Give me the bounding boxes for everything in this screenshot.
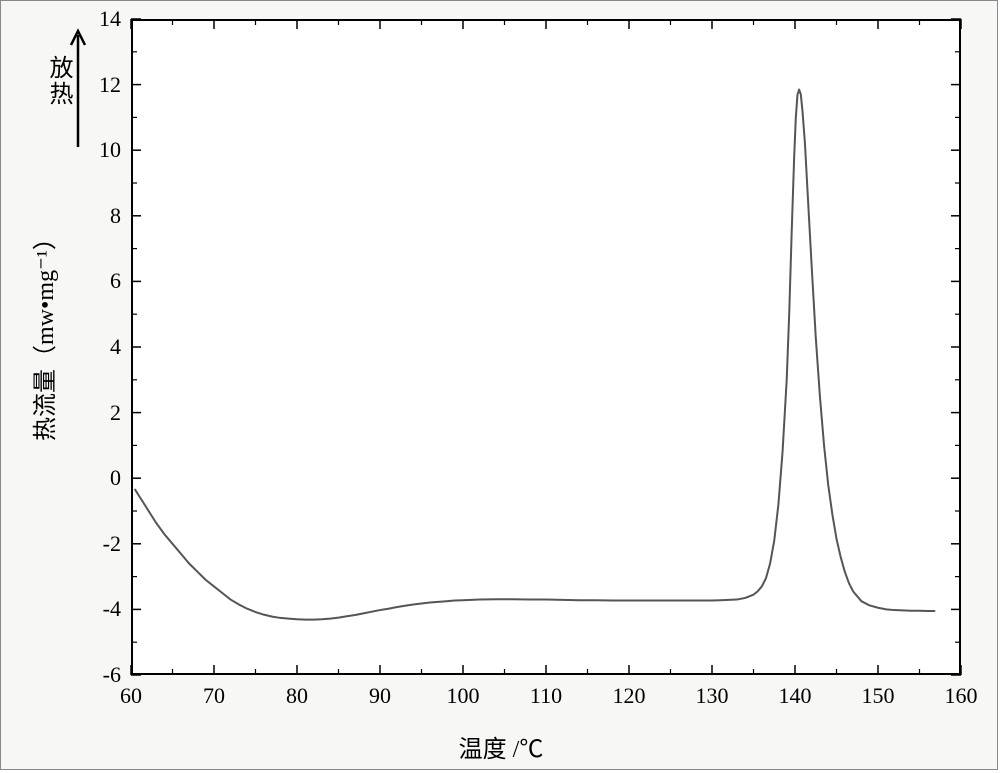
chart-svg (1, 1, 1000, 773)
dsc-curve (135, 90, 934, 620)
outer-frame: 60708090100110120130140150160-6-4-202468… (0, 0, 998, 770)
